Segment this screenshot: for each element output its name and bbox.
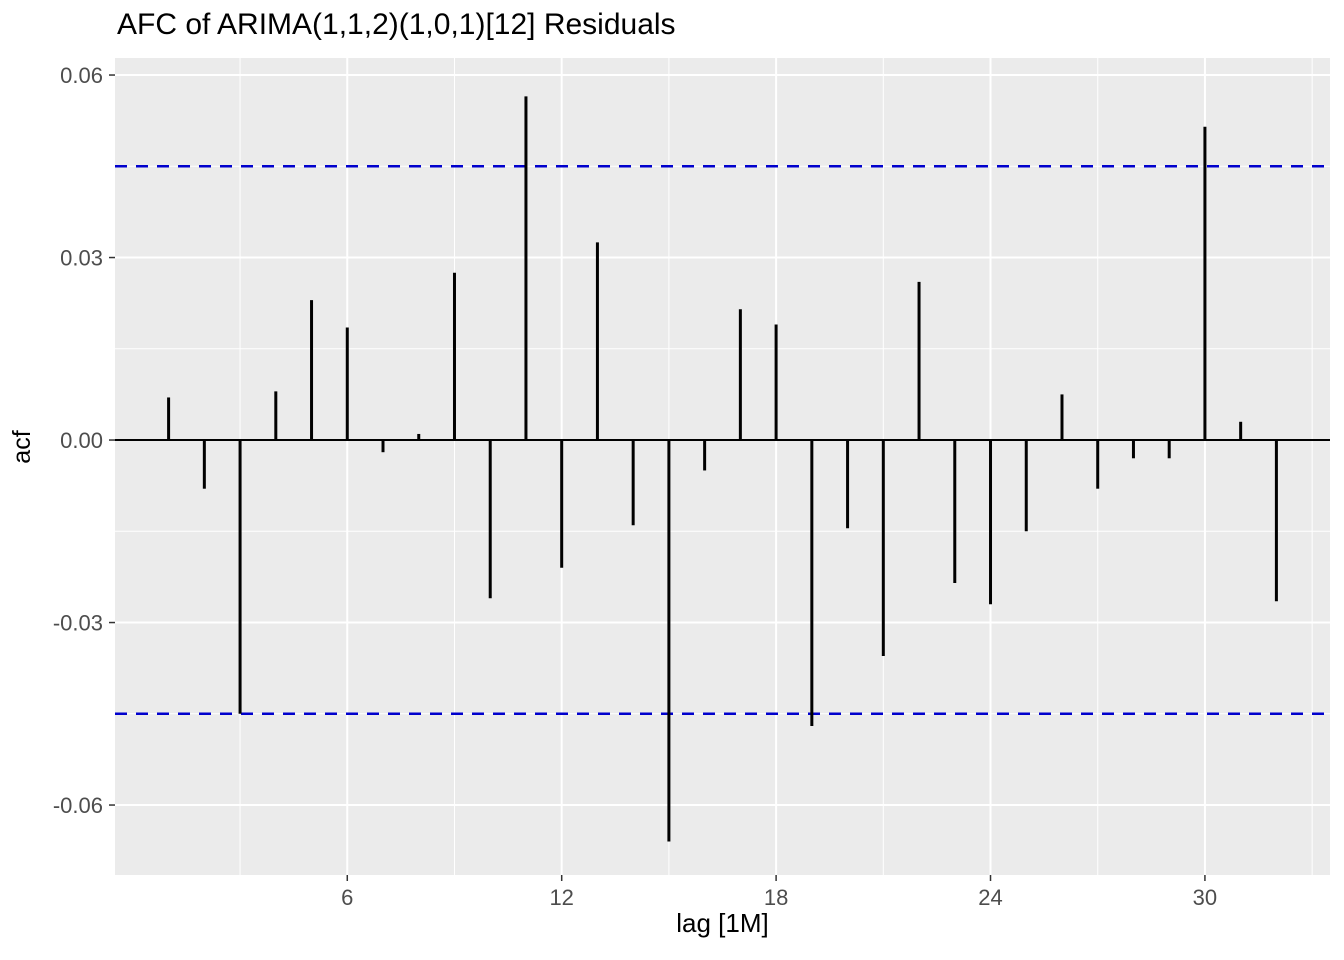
x-tick-label: 6 xyxy=(341,885,353,910)
x-tick-label: 12 xyxy=(549,885,573,910)
x-axis-title: lag [1M] xyxy=(676,908,769,938)
x-tick-label: 30 xyxy=(1193,885,1217,910)
chart-title: AFC of ARIMA(1,1,2)(1,0,1)[12] Residuals xyxy=(117,8,676,41)
y-tick-label: 0.00 xyxy=(60,428,103,453)
y-tick-label: 0.06 xyxy=(60,63,103,88)
x-tick-label: 18 xyxy=(764,885,788,910)
y-tick-label: -0.06 xyxy=(53,793,103,818)
panel-background xyxy=(115,58,1330,875)
y-tick-label: 0.03 xyxy=(60,246,103,271)
y-tick-label: -0.03 xyxy=(53,611,103,636)
x-tick-label: 24 xyxy=(978,885,1002,910)
